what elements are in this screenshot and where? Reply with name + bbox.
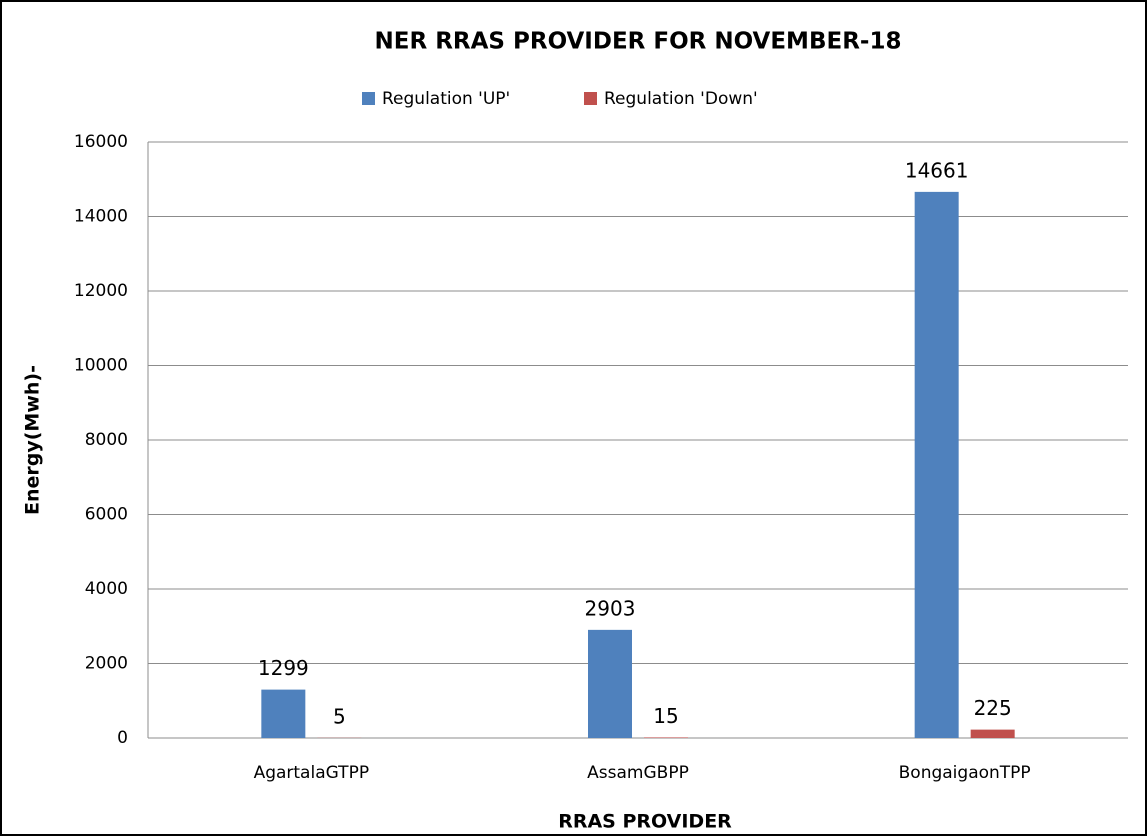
bar [588,629,632,738]
x-axis-title: RRAS PROVIDER [558,811,732,833]
legend-label: Regulation 'Down' [604,89,758,109]
bar [261,689,306,738]
y-tick-label: 0 [117,728,128,748]
y-tick-label: 6000 [85,505,128,525]
bar [970,729,1015,738]
bar [914,191,959,738]
data-label: 14661 [905,158,969,182]
y-tick-label: 12000 [74,281,128,301]
y-tick-label: 8000 [85,430,128,450]
y-tick-label: 2000 [85,654,128,674]
data-label: 5 [333,704,346,728]
y-tick-label: 14000 [74,207,128,227]
bar [644,737,688,738]
legend-swatch [362,92,375,105]
data-label: 225 [974,696,1012,720]
legend-swatch [584,92,597,105]
data-label: 1299 [258,656,309,680]
chart-title: NER RRAS PROVIDER FOR NOVEMBER-18 [375,29,902,55]
y-tick-label: 10000 [74,356,128,376]
data-label: 2903 [585,596,636,620]
y-tick-label: 4000 [85,579,128,599]
y-axis-title: Energy(Mwh)- [22,365,44,515]
x-tick-label: AssamGBPP [587,763,689,783]
data-label: 15 [653,704,678,728]
x-tick-label: AgartalaGTPP [254,763,370,783]
x-tick-label: BongaigaonTPP [899,763,1031,783]
legend-label: Regulation 'UP' [382,89,510,109]
y-tick-label: 16000 [74,132,128,152]
